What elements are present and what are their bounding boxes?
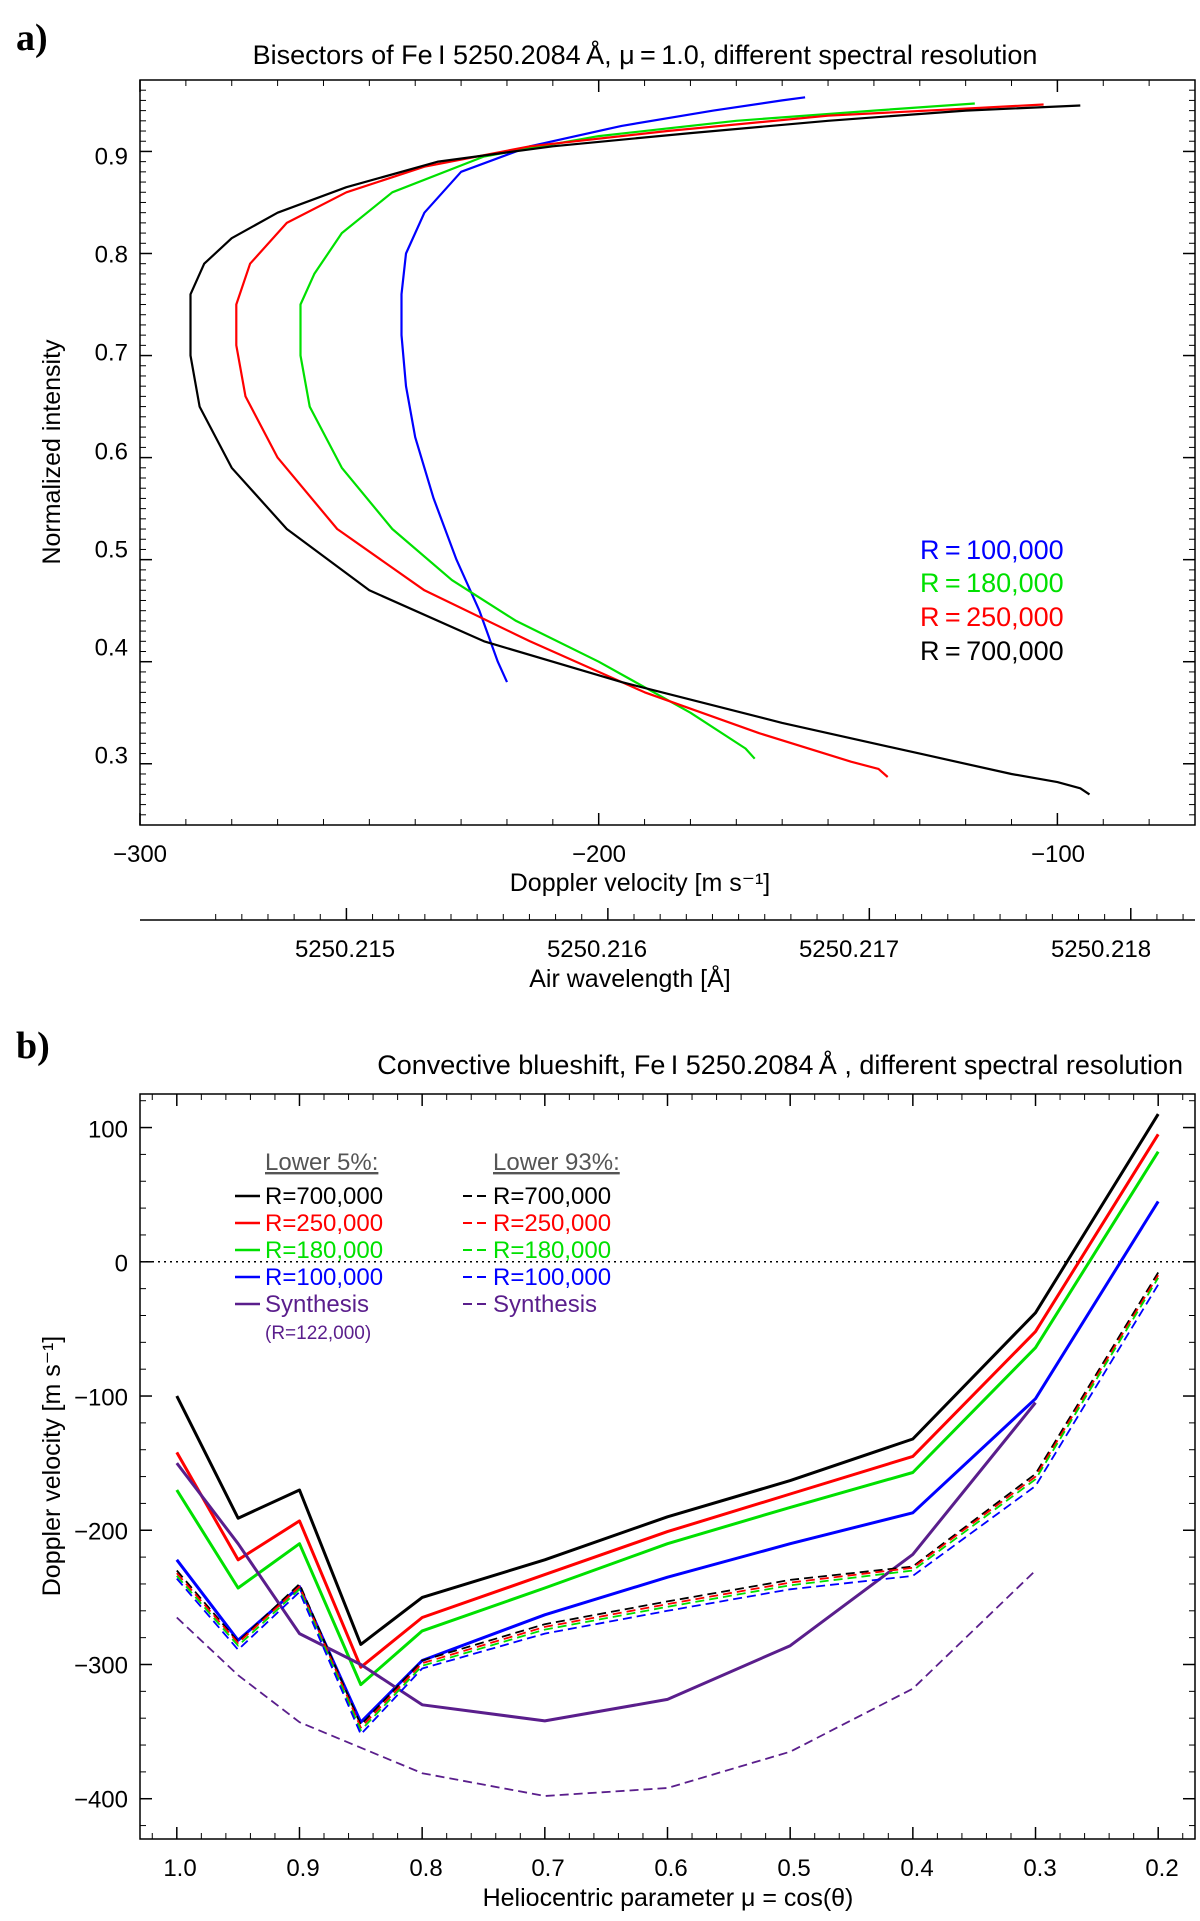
- panel-b-solid-series-line: [175, 1150, 1160, 1687]
- panel-a-series-line: [299, 102, 975, 760]
- panel-a-plot-frame: [139, 79, 1196, 826]
- panel-b-y-tick-label: −300: [74, 1653, 128, 1680]
- panel-a-x-axis-label: Doppler velocity [m s⁻¹]: [510, 869, 771, 897]
- panel-b-legend-entry: R=250,000: [493, 1210, 611, 1237]
- panel-b-legend-note: (R=122,000): [265, 1323, 371, 1344]
- panel-b-legend-entry: R=180,000: [265, 1237, 383, 1264]
- panel-b-y-tick-label: −100: [74, 1385, 128, 1412]
- panel-b-legend-entry: R=700,000: [493, 1183, 611, 1210]
- panel-b-y-tick-label: 0: [115, 1251, 128, 1278]
- panel-b-title: Convective blueshift, Fe I 5250.2084 Å ,…: [377, 1049, 1183, 1080]
- panel-b-legend-heading-solid: Lower 5%:: [265, 1149, 378, 1176]
- panel-a-secondary-axis-label: Air wavelength [Å]: [529, 963, 731, 993]
- panel-a-y-tick-label: 0.3: [95, 743, 128, 770]
- panel-a-ticks: [139, 80, 1196, 825]
- panel-b-x-tick-label: 0.9: [286, 1855, 319, 1882]
- panel-a-secondary-tick-label: 5250.217: [799, 936, 899, 963]
- panel-b-x-tick-label: 1.0: [163, 1855, 196, 1882]
- panel-b-x-tick-label: 0.8: [409, 1855, 442, 1882]
- panel-a-y-tick-label: 0.8: [95, 242, 128, 269]
- panel-b-x-tick-label: 0.6: [654, 1855, 687, 1882]
- panel-a-y-tick-label: 0.6: [95, 439, 128, 466]
- panel-b-dashed-series-line: [176, 1569, 1037, 1797]
- panel-b-legend-heading-dashed: Lower 93%:: [493, 1149, 620, 1176]
- panel-b-label: b): [16, 1025, 50, 1067]
- panel-a-secondary-tick-label: 5250.215: [295, 936, 395, 963]
- panel-b-ticks: [140, 1094, 1195, 1839]
- panel-a-legend-entry: R = 100,000: [920, 535, 1064, 565]
- panel-a-secondary-tick-label: 5250.218: [1051, 936, 1151, 963]
- panel-a-y-tick-label: 0.7: [95, 340, 128, 367]
- panel-b-legend-entry: R=180,000: [493, 1237, 611, 1264]
- panel-b-legend-entry: R=250,000: [265, 1210, 383, 1237]
- panel-b-x-axis-label: Heliocentric parameter μ = cos(θ): [483, 1884, 854, 1912]
- panel-b-solid-series-line: [175, 1401, 1037, 1723]
- panel-b-y-tick-label: −400: [74, 1787, 128, 1814]
- panel-a-label: a): [16, 17, 48, 59]
- panel-b-legend-entry: R=100,000: [493, 1264, 611, 1291]
- panel-a-x-tick-label: −100: [1031, 841, 1085, 868]
- panel-a-series-line: [400, 96, 806, 683]
- panel-b-series: [175, 1113, 1160, 1797]
- panel-a-y-tick-label: 0.4: [95, 635, 128, 662]
- panel-b-solid-series-line: [175, 1133, 1160, 1669]
- panel-a-series-line: [235, 103, 1044, 778]
- panel-a-series-line: [189, 104, 1091, 796]
- panel-a-y-tick-label: 0.5: [95, 537, 128, 564]
- panel-b-solid-series-line: [175, 1113, 1160, 1646]
- panel-b-dashed-series-line: [176, 1272, 1159, 1726]
- panel-b-legend-entry: Synthesis: [265, 1291, 369, 1318]
- panel-a-legend-entry: R = 250,000: [920, 602, 1064, 632]
- panel-b-y-tick-label: 100: [88, 1117, 128, 1144]
- panel-b-x-tick-label: 0.4: [900, 1855, 933, 1882]
- panel-b-y-axis-label: Doppler velocity [m s⁻¹]: [38, 1336, 66, 1597]
- panel-b-dashed-series-line: [176, 1277, 1159, 1732]
- panel-b: b) Convective blueshift, Fe I 5250.2084 …: [16, 1025, 1196, 1912]
- panel-a: a) Bisectors of Fe I 5250.2084 Å, μ = 1.…: [16, 17, 1196, 993]
- panel-b-dashed-series-line: [176, 1284, 1159, 1736]
- panel-b-x-tick-label: 0.2: [1145, 1855, 1178, 1882]
- panel-b-legend-entry: Synthesis: [493, 1291, 597, 1318]
- panel-a-x-tick-label: −300: [113, 841, 167, 868]
- panel-a-secondary-ticks: [215, 908, 1184, 920]
- panel-a-y-tick-label: 0.9: [95, 144, 128, 171]
- panel-b-dashed-series-line: [176, 1274, 1159, 1729]
- panel-a-x-tick-label: −200: [572, 841, 626, 868]
- panel-a-legend-entry: R = 180,000: [920, 568, 1064, 598]
- panel-a-y-axis-label: Normalized intensity: [38, 339, 66, 565]
- panel-b-x-tick-label: 0.7: [531, 1855, 564, 1882]
- panel-a-legend-entry: R = 700,000: [920, 636, 1064, 666]
- panel-b-legend-entry: R=100,000: [265, 1264, 383, 1291]
- panel-a-series: [189, 96, 1091, 796]
- panel-b-y-tick-label: −200: [74, 1519, 128, 1546]
- panel-a-title: Bisectors of Fe I 5250.2084 Å, μ = 1.0, …: [253, 39, 1038, 70]
- panel-b-x-tick-label: 0.3: [1023, 1855, 1056, 1882]
- panel-a-secondary-tick-label: 5250.216: [547, 936, 647, 963]
- panel-b-x-tick-label: 0.5: [777, 1855, 810, 1882]
- panel-b-legend-entry: R=700,000: [265, 1183, 383, 1210]
